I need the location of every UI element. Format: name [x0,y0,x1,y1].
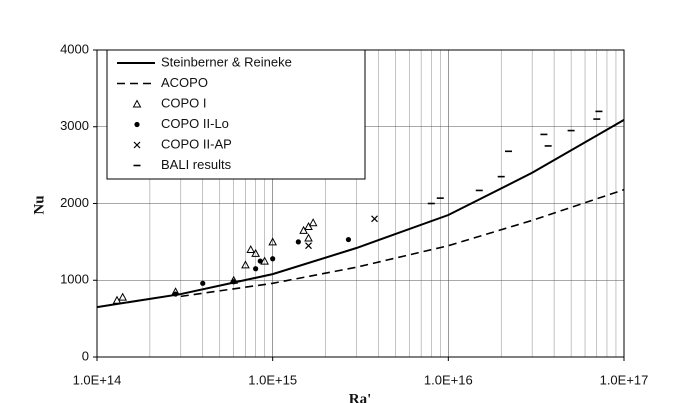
y-tick-label: 0 [82,348,89,363]
legend-label: ACOPO [161,75,208,90]
dot-marker [134,121,140,128]
series-line [96,118,625,309]
legend-box [106,49,366,180]
x-tick-label: 1.0E+14 [73,372,122,387]
triangle-marker [308,218,318,227]
x-axis-label: Ra' [349,391,372,403]
cross-marker [305,242,312,250]
triangle-marker [246,244,256,254]
legend-label: COPO II-Lo [161,116,229,131]
triangle-marker [268,237,278,246]
triangle-marker [132,99,142,108]
series-line [180,188,625,298]
legend-label: COPO II-AP [161,136,232,151]
triangle-marker [118,292,128,301]
cross-marker [133,141,141,149]
triangle-marker [299,225,308,234]
triangle-marker [260,256,269,265]
triangle-marker [241,260,250,269]
dot-marker [231,279,237,285]
triangle-marker [304,221,313,231]
x-tick-label: 1.0E+16 [424,372,473,387]
triangle-marker [304,233,313,242]
dot-marker [172,291,179,297]
y-tick-label: 3000 [60,118,89,133]
dot-marker [295,239,301,245]
y-tick-label: 1000 [60,272,89,287]
x-tick-label: 1.0E+17 [600,372,649,387]
y-tick-label: 4000 [60,41,89,56]
triangle-marker [251,248,260,257]
y-axis-label: Nu [31,195,47,214]
dot-marker [257,258,263,264]
dot-marker [270,256,276,262]
legend-label: BALI results [161,157,232,172]
dot-marker [253,266,259,272]
legend-label: COPO I [161,95,207,110]
dot-marker [345,236,352,243]
x-tick-label: 1.0E+15 [248,372,297,387]
legend-label: Steinberner & Reineke [161,54,292,69]
dot-marker [200,280,206,286]
cross-marker [371,215,378,223]
y-tick-label: 2000 [60,195,89,210]
